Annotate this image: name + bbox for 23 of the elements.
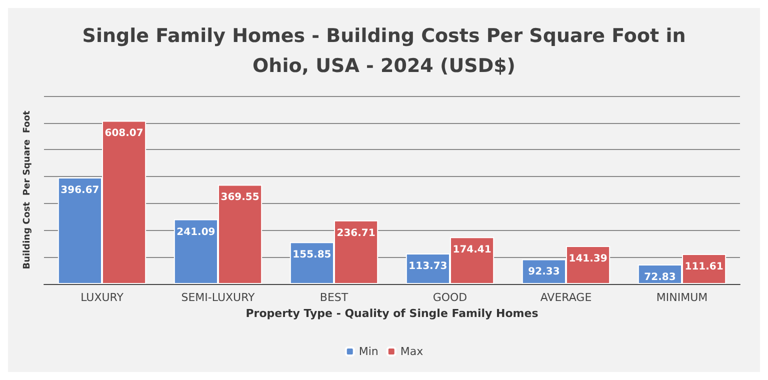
legend-label: Max (400, 345, 424, 358)
data-label: 396.67 (60, 184, 100, 196)
x-tick-label: BEST (320, 291, 348, 304)
chart-title: Single Family Homes - Building Costs Per Square Foot in Ohio, USA - 2024 (USD$) (82, 25, 686, 77)
data-label: 241.09 (176, 226, 216, 238)
data-label: 608.07 (104, 128, 144, 140)
data-label: 155.85 (292, 250, 332, 261)
data-label: 72.83 (644, 272, 676, 283)
x-tick-label: GOOD (432, 291, 468, 304)
data-label: 141.39 (568, 254, 608, 265)
data-label: 113.73 (408, 260, 448, 272)
x-tick-label: MINIMUM (656, 291, 708, 304)
y-axis-title: Building Cost Per Square Foot (22, 110, 32, 270)
data-label: 236.71 (336, 228, 376, 239)
x-tick-label: LUXURY (80, 291, 124, 304)
data-label: 369.55 (220, 192, 260, 204)
x-tick-label: SEMI-LUXURY (181, 291, 256, 304)
x-axis-title: Property Type - Quality of Single Family Homes (246, 306, 539, 320)
data-label: 92.33 (528, 266, 560, 278)
data-label: 111.61 (684, 262, 724, 273)
x-tick-label: AVERAGE (540, 291, 592, 304)
data-label: 174.41 (452, 244, 492, 256)
legend-label: Min (358, 345, 378, 358)
